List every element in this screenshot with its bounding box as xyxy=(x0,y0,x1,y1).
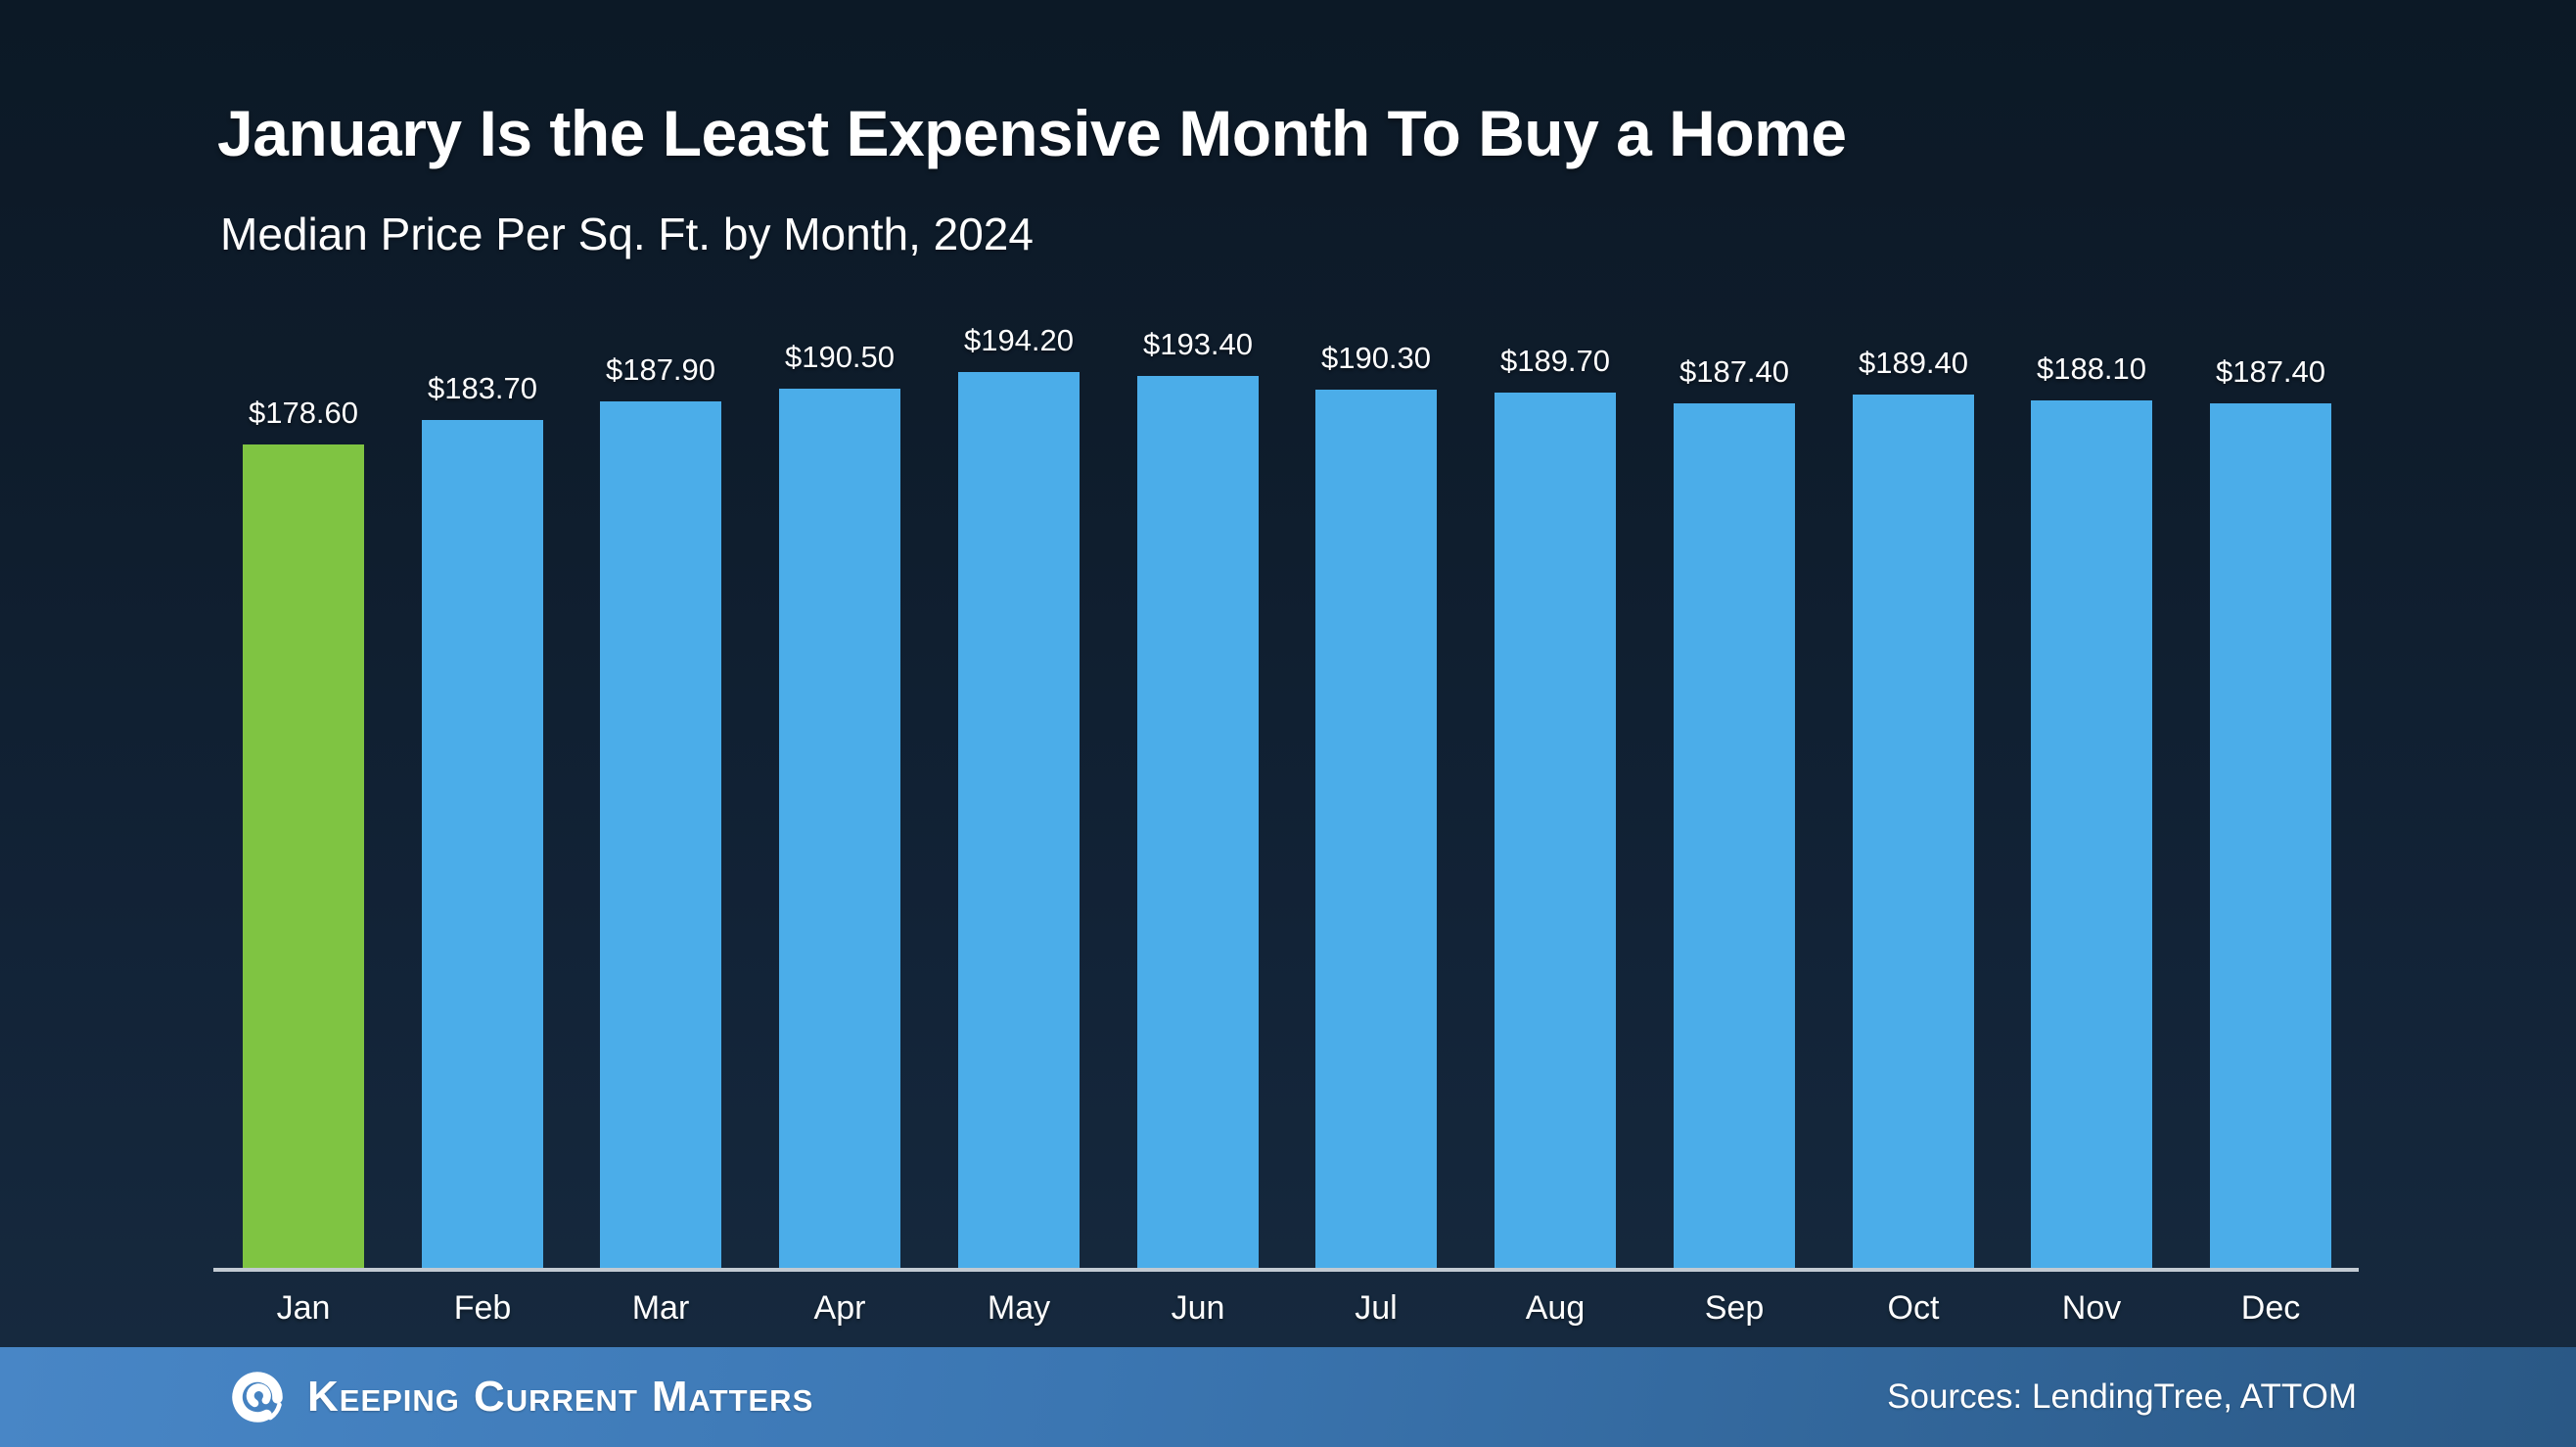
x-tick-may: May xyxy=(987,1289,1051,1327)
bar-jan xyxy=(243,444,364,1268)
bar-value-label-jul: $190.30 xyxy=(1320,341,1432,375)
brand-word: CURRENT xyxy=(473,1373,638,1421)
x-axis-line xyxy=(213,1268,2359,1272)
brand-name: KEEPING CURRENT MATTERS xyxy=(307,1373,827,1422)
bar-jul xyxy=(1315,390,1437,1268)
page-title: January Is the Least Expensive Month To … xyxy=(217,97,1847,169)
x-tick-jul: Jul xyxy=(1355,1289,1398,1327)
x-tick-mar: Mar xyxy=(631,1289,690,1327)
bar-dec xyxy=(2210,403,2331,1268)
bar-value-label-sep: $187.40 xyxy=(1679,354,1790,389)
brand: KEEPING CURRENT MATTERS xyxy=(225,1362,827,1432)
x-tick-aug: Aug xyxy=(1525,1289,1586,1327)
bar-value-label-apr: $190.50 xyxy=(784,340,896,374)
bar-feb xyxy=(422,420,543,1268)
footer-bar: KEEPING CURRENT MATTERS Sources: LendingTr… xyxy=(0,1347,2576,1447)
bar-value-label-jan: $178.60 xyxy=(248,396,359,430)
bar-value-label-jun: $193.40 xyxy=(1142,327,1254,361)
x-tick-sep: Sep xyxy=(1704,1289,1765,1327)
bar-mar xyxy=(600,401,721,1268)
bar-sep xyxy=(1674,403,1795,1268)
x-tick-jun: Jun xyxy=(1171,1289,1225,1327)
x-tick-nov: Nov xyxy=(2061,1289,2122,1327)
bar-oct xyxy=(1853,395,1974,1268)
x-tick-dec: Dec xyxy=(2240,1289,2301,1327)
brand-word: MATTERS xyxy=(651,1373,814,1421)
bar-jun xyxy=(1137,376,1259,1268)
brand-word: KEEPING xyxy=(307,1373,460,1421)
bar-nov xyxy=(2031,400,2152,1268)
x-tick-apr: Apr xyxy=(813,1289,866,1327)
bar-value-label-dec: $187.40 xyxy=(2215,354,2326,389)
bar-value-label-mar: $187.90 xyxy=(605,352,716,387)
sources-text: Sources: LendingTree, ATTOM xyxy=(1887,1377,2357,1416)
bar-apr xyxy=(779,389,900,1268)
x-tick-jan: Jan xyxy=(276,1289,331,1327)
bar-value-label-oct: $189.40 xyxy=(1858,346,1969,380)
bar-value-label-aug: $189.70 xyxy=(1499,344,1611,378)
bar-value-label-may: $194.20 xyxy=(963,323,1075,357)
bar-may xyxy=(958,372,1080,1268)
x-tick-oct: Oct xyxy=(1887,1289,1940,1327)
page-subtitle: Median Price Per Sq. Ft. by Month, 2024 xyxy=(220,209,1034,259)
bar-value-label-nov: $188.10 xyxy=(2036,351,2147,386)
kcm-swirl-icon xyxy=(232,1372,283,1423)
bar-aug xyxy=(1495,393,1616,1268)
bar-value-label-feb: $183.70 xyxy=(427,371,538,405)
x-tick-feb: Feb xyxy=(453,1289,512,1327)
